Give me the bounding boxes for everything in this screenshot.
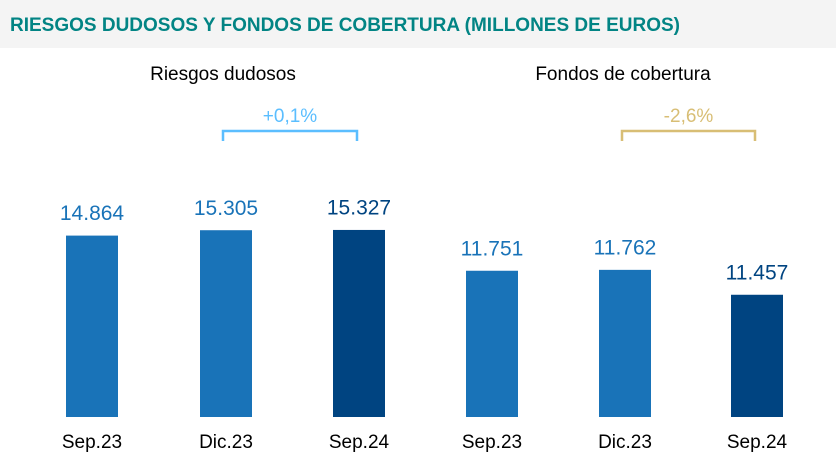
- annotation-bracket: [221, 129, 359, 141]
- bar: [200, 230, 252, 417]
- value-label: 15.305: [194, 197, 258, 220]
- bar: [66, 235, 118, 417]
- bar: [731, 294, 783, 417]
- annotation: +0,1%: [263, 106, 318, 127]
- bar: [333, 229, 385, 417]
- x-tick-label: Sep.23: [62, 432, 122, 453]
- value-label: 15.327: [327, 196, 391, 219]
- bar: [466, 270, 518, 417]
- x-tick-label: Sep.23: [462, 432, 522, 453]
- header-band: [0, 0, 836, 48]
- value-label: 11.751: [461, 237, 524, 260]
- x-tick-label: Dic.23: [199, 432, 253, 453]
- subtitle: Riesgos dudosos: [150, 64, 296, 85]
- x-tick-label: Dic.23: [598, 432, 652, 453]
- x-tick-label: Sep.24: [329, 432, 390, 453]
- chart-title: RIESGOS DUDOSOS Y FONDOS DE COBERTURA (M…: [10, 15, 680, 36]
- subtitle: Fondos de cobertura: [535, 64, 711, 85]
- annotation: -2,6%: [664, 106, 714, 127]
- x-tick-label: Sep.24: [727, 432, 788, 453]
- value-label: 14.864: [60, 202, 125, 225]
- value-label: 11.762: [594, 236, 657, 259]
- value-label: 11.457: [726, 261, 789, 284]
- bar: [599, 269, 651, 417]
- annotation-bracket: [620, 129, 757, 141]
